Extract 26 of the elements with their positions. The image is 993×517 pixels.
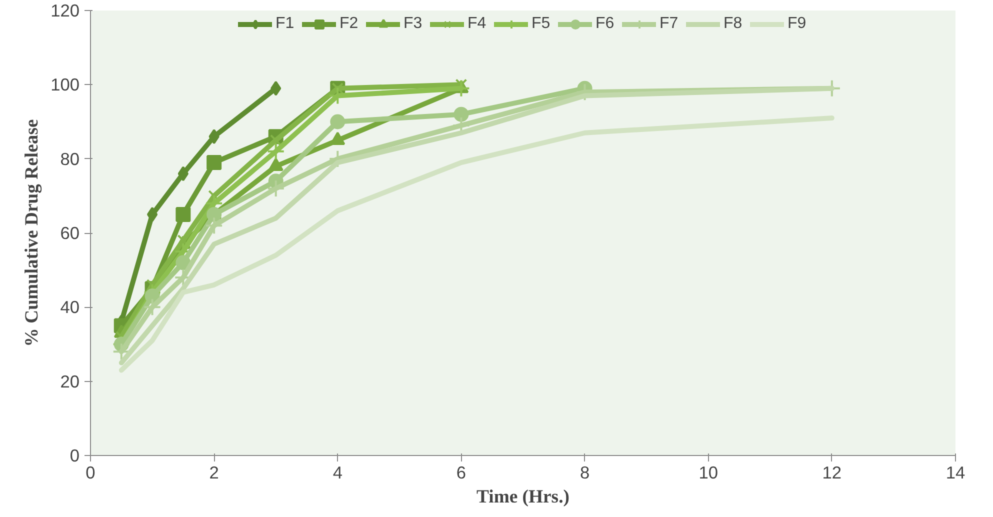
x-tick-label: 0 [86,462,96,482]
legend-label: F4 [468,15,488,33]
x-tick-label: 4 [332,462,343,482]
y-tick-label: 100 [50,74,80,95]
legend-label: F2 [340,15,360,33]
x-tick-label: 8 [580,462,590,482]
x-axis-title: Time (Hrs.) [476,486,570,508]
legend-label: F6 [596,15,616,33]
y-tick-label: 80 [60,148,80,169]
y-tick-label: 60 [60,223,80,243]
y-tick-label: 120 [50,0,80,20]
y-axis-title: % Cumulative Drug Release [22,119,43,347]
legend-label: F8 [724,15,744,33]
y-tick-label: 40 [60,297,80,318]
x-tick-label: 10 [698,462,718,482]
legend-label: F3 [404,15,424,33]
y-tick-label: 0 [70,446,80,466]
y-tick-label: 20 [60,371,80,392]
x-tick-label: 2 [209,462,219,482]
legend-label: F9 [788,15,808,33]
x-tick-label: 14 [946,462,966,482]
legend-label: F1 [276,15,296,33]
legend-label: F5 [532,15,552,33]
legend-label: F7 [660,15,680,33]
x-tick-label: 6 [456,462,466,482]
x-tick-label: 12 [822,462,842,482]
